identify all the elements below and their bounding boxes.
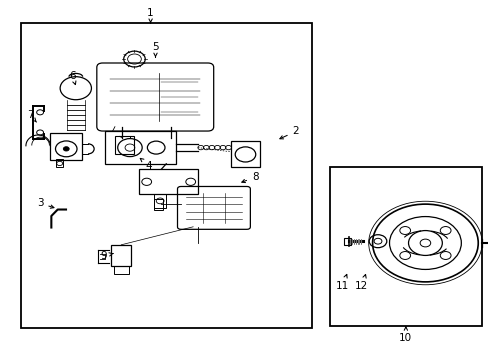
Text: 7: 7 xyxy=(27,110,37,122)
Bar xyxy=(154,199,163,210)
Text: 2: 2 xyxy=(279,126,299,139)
Bar xyxy=(50,133,82,160)
Text: 11: 11 xyxy=(335,274,348,291)
Bar xyxy=(139,169,198,194)
Bar xyxy=(20,23,311,328)
Text: 5: 5 xyxy=(152,42,159,57)
Text: 6: 6 xyxy=(69,71,76,85)
Bar xyxy=(329,167,481,326)
Text: 3: 3 xyxy=(37,198,54,208)
Text: 10: 10 xyxy=(399,327,411,343)
Text: 4: 4 xyxy=(140,158,152,171)
Bar xyxy=(231,141,259,167)
Text: 1: 1 xyxy=(147,8,154,23)
Bar xyxy=(154,194,166,208)
Bar xyxy=(111,245,131,266)
Text: 8: 8 xyxy=(242,172,258,183)
Bar xyxy=(105,131,176,164)
Text: 9: 9 xyxy=(101,251,113,261)
Bar xyxy=(56,159,63,167)
Bar xyxy=(115,136,134,154)
Bar xyxy=(343,238,350,245)
Circle shape xyxy=(63,147,69,151)
Text: 12: 12 xyxy=(354,274,368,291)
Bar xyxy=(114,266,128,274)
